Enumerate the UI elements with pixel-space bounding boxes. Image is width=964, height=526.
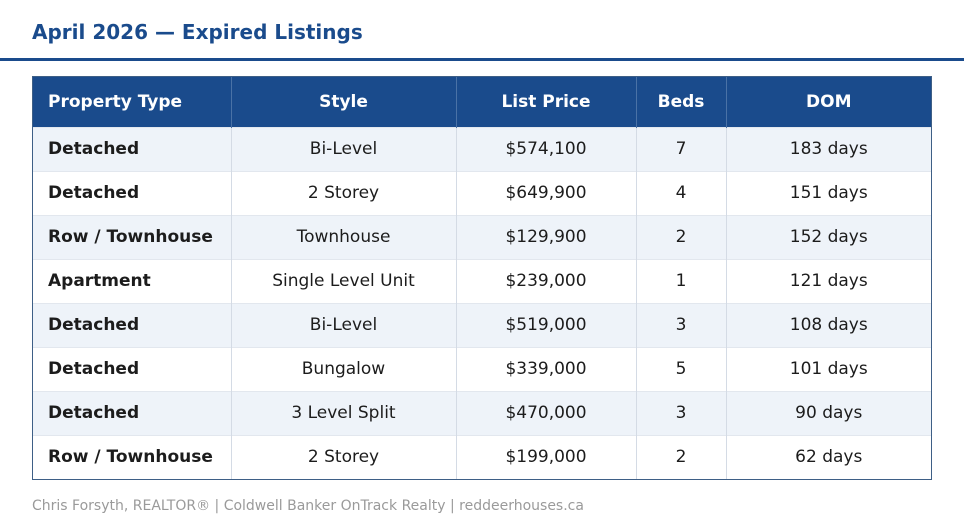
cell-style: 2 Storey <box>230 170 456 215</box>
header-beds: Beds <box>635 77 726 127</box>
cell-list-price: $519,000 <box>455 302 636 347</box>
title-divider <box>0 58 964 61</box>
cell-property-type: Detached <box>33 390 231 435</box>
cell-property-type: Row / Townhouse <box>33 434 231 479</box>
table-row: Detached Bi-Level $519,000 3 108 days <box>33 302 931 347</box>
cell-list-price: $339,000 <box>455 346 636 391</box>
header-property-type: Property Type <box>48 91 183 112</box>
cell-style: Single Level Unit <box>230 258 456 303</box>
listings-table-container: Property Type Style List Price Beds DOM … <box>32 76 932 480</box>
cell-style: 2 Storey <box>230 434 456 479</box>
cell-style: Bi-Level <box>230 302 456 347</box>
cell-property-type: Detached <box>33 170 231 215</box>
cell-list-price: $129,900 <box>455 214 636 259</box>
cell-property-type: Row / Townhouse <box>33 214 231 259</box>
cell-property-type: Apartment <box>33 258 231 303</box>
cell-beds: 4 <box>635 170 726 215</box>
table-row: Detached Bi-Level $574,100 7 183 days <box>33 126 931 171</box>
cell-list-price: $649,900 <box>455 170 636 215</box>
header-list-price: List Price <box>455 77 636 127</box>
table-row: Detached Bungalow $339,000 5 101 days <box>33 346 931 391</box>
cell-property-type: Detached <box>33 126 231 171</box>
cell-list-price: $199,000 <box>455 434 636 479</box>
table-row: Detached 2 Storey $649,900 4 151 days <box>33 170 931 215</box>
cell-list-price: $574,100 <box>455 126 636 171</box>
header-dom: DOM <box>725 77 931 127</box>
cell-beds: 5 <box>635 346 726 391</box>
cell-beds: 2 <box>635 434 726 479</box>
table-row: Row / Townhouse Townhouse $129,900 2 152… <box>33 214 931 259</box>
table-row: Detached 3 Level Split $470,000 3 90 day… <box>33 390 931 435</box>
cell-property-type: Detached <box>33 302 231 347</box>
cell-list-price: $470,000 <box>455 390 636 435</box>
footer-credit: Chris Forsyth, REALTOR® | Coldwell Banke… <box>32 498 584 514</box>
cell-dom: 108 days <box>725 302 931 347</box>
cell-list-price: $239,000 <box>455 258 636 303</box>
cell-dom: 183 days <box>725 126 931 171</box>
cell-style: 3 Level Split <box>230 390 456 435</box>
cell-style: Bi-Level <box>230 126 456 171</box>
cell-dom: 151 days <box>725 170 931 215</box>
table-header-row: Property Type Style List Price Beds DOM <box>33 77 931 127</box>
cell-beds: 7 <box>635 126 726 171</box>
cell-dom: 101 days <box>725 346 931 391</box>
table-row: Row / Townhouse 2 Storey $199,000 2 62 d… <box>33 434 931 479</box>
cell-beds: 3 <box>635 390 726 435</box>
cell-beds: 1 <box>635 258 726 303</box>
cell-dom: 152 days <box>725 214 931 259</box>
expired-listings-table: Property Type Style List Price Beds DOM … <box>33 77 931 479</box>
cell-dom: 121 days <box>725 258 931 303</box>
table-row: Apartment Single Level Unit $239,000 1 1… <box>33 258 931 303</box>
cell-dom: 62 days <box>725 434 931 479</box>
cell-dom: 90 days <box>725 390 931 435</box>
page-title: April 2026 — Expired Listings <box>32 20 363 44</box>
header-style: Style <box>230 77 456 127</box>
cell-beds: 3 <box>635 302 726 347</box>
cell-style: Bungalow <box>230 346 456 391</box>
cell-property-type: Detached <box>33 346 231 391</box>
cell-beds: 2 <box>635 214 726 259</box>
cell-style: Townhouse <box>230 214 456 259</box>
